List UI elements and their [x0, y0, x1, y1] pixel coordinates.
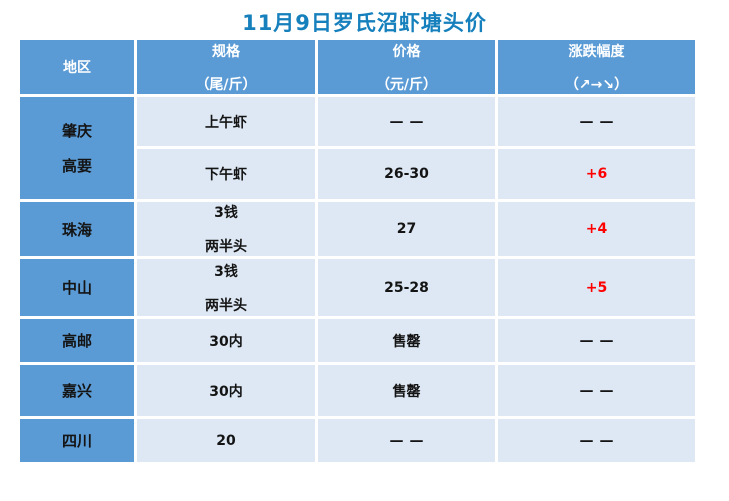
price-cell: 售罄	[318, 365, 495, 416]
table-row: 高邮 30内 售罄 ——	[20, 319, 695, 362]
region-name: 四川	[61, 432, 92, 450]
spec-value: 两半头	[205, 297, 247, 314]
price-cell: 25-28	[318, 259, 495, 316]
column-header-line: 规格	[212, 43, 240, 60]
column-header-line: 涨跌幅度	[568, 43, 625, 60]
region-name: 高邮	[61, 332, 92, 350]
table-row: 珠海 3钱 两半头 27 +4	[20, 202, 695, 256]
column-header-line: 价格	[392, 43, 421, 60]
region-cell: 珠海	[20, 202, 134, 256]
table-row: 下午虾 26-30 +6	[20, 149, 695, 199]
price-cell: ——	[318, 97, 495, 146]
change-cell: +6	[498, 149, 695, 199]
spec-value: 30内	[209, 383, 243, 400]
table-row: 肇庆高要 上午虾 —— ——	[20, 97, 695, 199]
region-name: 中山	[61, 279, 92, 297]
price-cell: 26-30	[318, 149, 495, 199]
change-cell: ——	[498, 319, 695, 362]
region-cell: 肇庆 高要	[20, 97, 134, 199]
column-header-line: （尾/斤）	[195, 76, 257, 93]
region-name: 肇庆	[61, 122, 92, 140]
header-row: 地区 规格 （尾/斤） 价格 （元/斤） 涨跌幅度 （↗→↘）	[20, 40, 695, 94]
price-table-head: 地区 规格 （尾/斤） 价格 （元/斤） 涨跌幅度 （↗→↘）	[20, 40, 695, 94]
spec-cell: 3钱两半头	[137, 259, 315, 316]
column-header: 价格 （元/斤）	[318, 40, 495, 94]
spec-value: 两半头	[205, 239, 247, 255]
region-name: 珠海	[61, 220, 92, 239]
price-cell: 售罄	[318, 319, 495, 362]
spec-cell: 下午虾	[137, 149, 315, 199]
column-header: 涨跌幅度 （↗→↘）	[498, 40, 695, 94]
price-cell: ——	[318, 419, 495, 462]
spec-value: 3钱	[214, 263, 238, 280]
change-cell: ——	[498, 419, 695, 462]
table-row: 中山 3钱 两半头 25-28 +5	[20, 259, 695, 316]
spec-value: 20	[216, 432, 236, 449]
price-table-body: 肇庆 高要 上午虾 —— —— 下午虾 26-30 +6 珠海 3钱 两半头 27 +4 中山 3钱 两半头 2…	[20, 97, 695, 462]
spec-value: 上午虾	[205, 114, 247, 131]
spec-cell: 20	[137, 419, 315, 462]
column-header-line: （↗→↘）	[564, 76, 629, 93]
change-cell: ——	[498, 97, 695, 146]
spec-cell: 3钱两半头	[137, 202, 315, 256]
spec-value: 3钱	[214, 205, 238, 221]
region-cell: 中山	[20, 259, 134, 316]
region-cell: 高邮	[20, 319, 134, 362]
change-cell: +4	[498, 202, 695, 256]
region-name: 嘉兴	[61, 382, 92, 400]
column-header: 规格 （尾/斤）	[137, 40, 315, 94]
column-header-line: 地区	[63, 60, 91, 76]
spec-value: 30内	[209, 333, 243, 350]
spec-cell: 30内	[137, 319, 315, 362]
table-row: 四川 20 —— ——	[20, 419, 695, 462]
region-name: 高要	[61, 157, 92, 175]
region-cell: 四川	[20, 419, 134, 462]
price-cell: 27	[318, 202, 495, 256]
region-cell: 嘉兴	[20, 365, 134, 416]
change-cell: +5	[498, 259, 695, 316]
table-row: 嘉兴 30内 售罄 ——	[20, 365, 695, 416]
spec-cell: 30内	[137, 365, 315, 416]
spec-value: 下午虾	[205, 167, 247, 183]
spec-cell: 上午虾	[137, 97, 315, 146]
price-table: 地区 规格 （尾/斤） 价格 （元/斤） 涨跌幅度 （↗→↘） 肇庆 高要 上午虾 —— —— 下午虾…	[17, 37, 698, 465]
change-cell: ——	[498, 365, 695, 416]
column-header-line: （元/斤）	[375, 76, 438, 93]
page-title: 11月9日罗氏沼虾塘头价	[242, 11, 487, 35]
column-header: 地区	[20, 40, 134, 94]
